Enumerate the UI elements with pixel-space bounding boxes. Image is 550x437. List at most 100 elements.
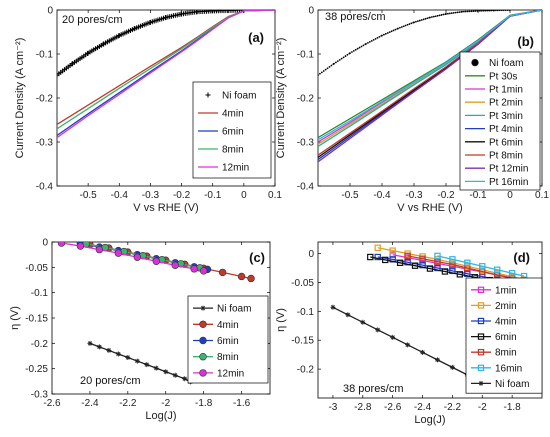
- y-tick-label: -0.3: [31, 390, 49, 401]
- data-point: [394, 28, 397, 31]
- data-point: [396, 259, 404, 267]
- y-tick-label: -0.3: [297, 138, 315, 149]
- y-tick-label: -0.2: [297, 94, 315, 105]
- x-tick-label: -2.6: [43, 398, 61, 409]
- data-point: [484, 10, 487, 12]
- data-point: [445, 13, 447, 15]
- data-point: [415, 20, 417, 23]
- data-point: [404, 24, 407, 27]
- x-tick-label: -0.5: [341, 190, 359, 201]
- legend-entry-2: 6min: [222, 127, 244, 138]
- y-tick-label: -0.1: [31, 288, 49, 299]
- data-point: [416, 20, 419, 23]
- data-point: [388, 31, 391, 34]
- data-point: [374, 253, 381, 261]
- data-point: [336, 60, 339, 63]
- x-tick-label: -2: [161, 398, 170, 409]
- data-point: [133, 253, 142, 261]
- legend-entry-5: 16min: [495, 363, 522, 374]
- data-point: [413, 21, 415, 24]
- legend-entry-1: 2min: [495, 301, 517, 312]
- data-point: [450, 12, 453, 15]
- data-point: [440, 14, 443, 16]
- data-point: [218, 268, 227, 277]
- x-tick-label: 0: [241, 190, 247, 201]
- data-point: [436, 14, 439, 17]
- legend-marker-2: [199, 336, 207, 345]
- data-point: [328, 65, 331, 68]
- panel-annotation: 20 pores/cm: [80, 375, 141, 387]
- data-point: [134, 358, 140, 364]
- legend-entry-3: 8min: [222, 145, 244, 156]
- data-point: [335, 61, 337, 64]
- data-point: [422, 18, 425, 21]
- data-point: [458, 11, 461, 14]
- data-point: [420, 349, 426, 355]
- series-line-1: [377, 247, 525, 281]
- legend-marker-0: [477, 286, 485, 294]
- x-tick-label: -3: [328, 402, 337, 413]
- data-point: [400, 26, 403, 28]
- legend-entry-0: 1min: [495, 285, 517, 296]
- legend-marker-2: [477, 317, 485, 325]
- data-point: [349, 52, 351, 55]
- series-line-4: [57, 10, 275, 139]
- data-point: [420, 19, 423, 21]
- series-line-8: [318, 10, 542, 163]
- x-tick-label: -2.6: [384, 402, 402, 413]
- data-point: [411, 262, 419, 269]
- data-point: [456, 11, 459, 14]
- data-point: [500, 10, 503, 12]
- data-point: [333, 62, 335, 65]
- x-tick-label: 0: [507, 190, 513, 201]
- x-axis-label: V vs RHE (V): [133, 202, 198, 214]
- data-point: [442, 13, 445, 16]
- data-point: [408, 23, 411, 25]
- data-point: [171, 261, 179, 270]
- data-point: [434, 15, 437, 18]
- data-point: [372, 38, 375, 41]
- data-point: [496, 10, 499, 12]
- data-point: [330, 304, 336, 310]
- data-point: [319, 72, 321, 75]
- data-point: [470, 10, 473, 13]
- data-point: [441, 268, 449, 275]
- y-tick-label: -0.05: [25, 263, 48, 274]
- data-point: [367, 41, 369, 44]
- y-axis-label: η (V): [9, 306, 21, 330]
- legend: Ni foam 4min 6min 8min 12min: [192, 81, 272, 179]
- data-point: [479, 263, 486, 270]
- data-point: [376, 36, 379, 39]
- y-tick-label: -0.05: [291, 278, 314, 289]
- data-point: [247, 274, 255, 283]
- y-tick-label: -0.25: [25, 364, 48, 375]
- data-point: [374, 37, 377, 40]
- x-tick-label: -0.2: [437, 190, 455, 201]
- y-tick-label: 0: [47, 6, 53, 17]
- panel-annotation: 38 pores/cm: [343, 383, 404, 395]
- chart-panel-c: -2.6 -2.4 -2.2 -2 -1.8 -1.6 0 -0.05 -0.1 -0.15 -0.…: [9, 238, 271, 422]
- x-axis-label: V vs RHE (V): [397, 202, 462, 214]
- x-tick-label: -2.2: [119, 398, 137, 409]
- data-point: [360, 45, 363, 48]
- data-point: [346, 53, 349, 56]
- data-point: [383, 33, 385, 36]
- data-point: [390, 30, 393, 33]
- data-point: [410, 22, 413, 25]
- data-point: [384, 32, 387, 35]
- data-point: [397, 27, 399, 30]
- data-point: [144, 362, 150, 368]
- legend-entry-3: 8min: [217, 352, 239, 363]
- data-point: [502, 10, 505, 12]
- x-tick-label: -0.4: [111, 190, 129, 201]
- data-point: [342, 56, 345, 59]
- data-point: [172, 372, 178, 378]
- x-tick-label: -2.4: [414, 402, 432, 413]
- data-point: [454, 11, 457, 14]
- data-point: [125, 355, 131, 361]
- data-point: [362, 44, 365, 47]
- data-point: [237, 272, 246, 281]
- y-axis-label: Current Density (A cm⁻²): [14, 38, 26, 159]
- data-point: [456, 271, 464, 278]
- data-point: [358, 46, 361, 49]
